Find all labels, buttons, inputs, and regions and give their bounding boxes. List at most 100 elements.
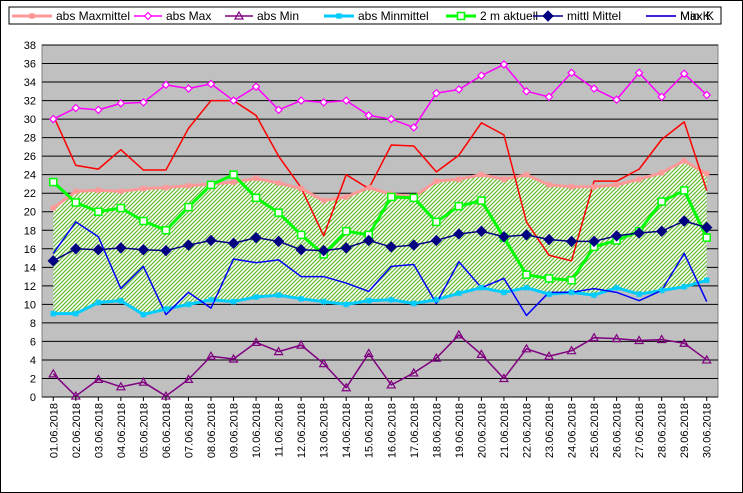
data-point	[703, 277, 710, 284]
legend-label: abs Max	[166, 9, 211, 23]
data-point	[319, 98, 329, 107]
x-tick-label: 21.06.2018	[499, 403, 511, 458]
data-point	[185, 182, 192, 189]
data-point	[296, 230, 306, 240]
data-point	[679, 186, 689, 195]
data-point	[703, 170, 710, 177]
data-point	[206, 180, 216, 190]
data-point	[408, 239, 420, 251]
data-point	[409, 193, 419, 203]
data-point	[233, 10, 245, 20]
data-point	[432, 217, 441, 227]
data-point	[453, 228, 465, 240]
data-point	[162, 184, 169, 191]
x-tick-label: 13.06.2018	[319, 403, 331, 458]
data-point	[544, 92, 554, 102]
data-point	[475, 225, 488, 237]
data-point	[657, 197, 666, 206]
series-line	[52, 159, 708, 210]
data-point	[589, 84, 599, 93]
data-point	[160, 244, 172, 257]
data-point	[544, 274, 554, 283]
data-point	[430, 234, 443, 247]
data-point	[49, 177, 58, 187]
data-point	[92, 244, 105, 256]
data-point	[567, 276, 576, 285]
data-point	[545, 181, 553, 188]
data-point	[50, 310, 57, 317]
data-point	[296, 339, 307, 349]
data-point	[317, 244, 330, 257]
y-tick-label: 28	[24, 133, 36, 145]
data-point	[117, 297, 124, 304]
legend-label: 2 m aktuell	[480, 9, 538, 23]
x-tick-label: 06.06.2018	[161, 403, 173, 458]
data-point	[634, 335, 645, 345]
data-point	[431, 88, 441, 98]
data-point	[275, 292, 282, 299]
data-point	[545, 291, 553, 298]
data-point	[95, 187, 102, 194]
data-point	[612, 95, 621, 105]
legend-item: 2 m aktuell	[446, 9, 538, 23]
data-point	[50, 205, 57, 212]
y-tick-label: 4	[30, 355, 36, 367]
data-point	[227, 237, 240, 249]
y-tick-label: 20	[24, 207, 36, 219]
data-point	[161, 226, 171, 235]
legend-label: abs Min	[257, 9, 299, 23]
data-point	[250, 231, 262, 244]
data-point	[48, 114, 58, 124]
x-tick-label: 20.06.2018	[476, 403, 488, 458]
data-point	[387, 192, 396, 202]
series-line	[52, 334, 708, 397]
data-point	[115, 381, 126, 391]
x-tick-label: 29.06.2018	[679, 403, 691, 458]
data-point	[365, 184, 372, 191]
data-point	[498, 231, 510, 243]
data-point	[431, 352, 442, 362]
x-tick-label: 18.06.2018	[431, 403, 443, 458]
x-tick-label: 27.06.2018	[634, 403, 646, 458]
x-tick-label: 26.06.2018	[612, 403, 624, 458]
data-point	[522, 86, 531, 96]
data-point	[320, 298, 327, 305]
x-tick-label: 09.06.2018	[229, 403, 241, 458]
data-point	[500, 176, 507, 183]
x-tick-label: 12.06.2018	[296, 403, 308, 458]
data-point	[183, 374, 194, 383]
data-point	[184, 84, 193, 93]
data-point	[634, 68, 644, 78]
data-point	[363, 234, 375, 247]
data-point	[433, 178, 440, 185]
y-tick-label: 30	[24, 114, 36, 126]
data-point	[456, 11, 466, 21]
data-point	[71, 198, 81, 207]
x-tick-label: 11.06.2018	[274, 403, 286, 457]
x-tick-label: 04.06.2018	[116, 403, 128, 458]
data-point	[543, 351, 555, 360]
y-tick-label: 2	[30, 373, 36, 385]
x-tick-label: 23.06.2018	[544, 403, 556, 458]
data-point	[408, 367, 419, 377]
legend-label: abs Minmittel	[358, 9, 429, 23]
data-point	[454, 85, 464, 94]
data-point	[657, 92, 667, 102]
data-point	[500, 289, 507, 296]
data-point	[477, 71, 486, 80]
data-point	[656, 334, 667, 344]
x-tick-label: 15.06.2018	[364, 403, 376, 458]
data-point	[681, 157, 688, 164]
data-point	[93, 105, 103, 115]
data-point	[364, 111, 374, 120]
x-tick-label: 19.06.2018	[454, 403, 466, 458]
data-point	[93, 374, 104, 383]
data-point	[568, 289, 575, 296]
data-point	[48, 368, 59, 378]
x-tick-label: 01.06.2018	[48, 403, 60, 458]
data-point	[71, 103, 81, 113]
legend-label: abs Maxmittel	[56, 9, 130, 23]
legend-item: abs Max	[134, 9, 211, 23]
data-point	[476, 349, 487, 358]
